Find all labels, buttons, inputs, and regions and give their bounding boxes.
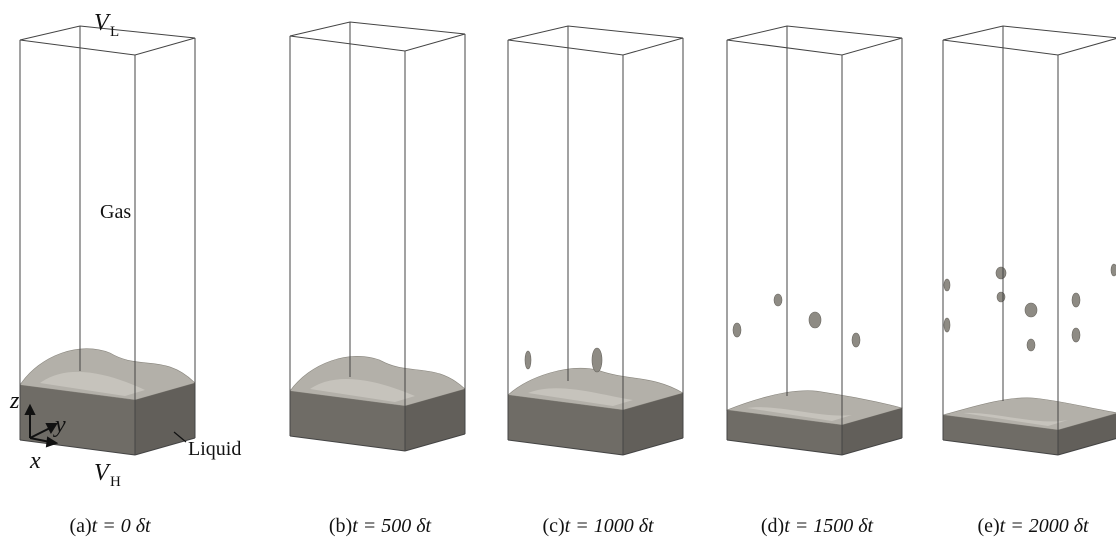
droplet xyxy=(592,348,602,372)
droplet xyxy=(1072,328,1080,342)
droplet xyxy=(944,318,950,332)
panel xyxy=(508,26,683,455)
droplet xyxy=(997,292,1005,302)
x-axis-label: x xyxy=(29,448,41,474)
panel xyxy=(20,26,195,455)
panel xyxy=(943,26,1116,455)
panel-equation: t = 1500 δt xyxy=(784,515,873,537)
panel-tag: (c) xyxy=(542,515,564,537)
bottom-boundary-symbol: V xyxy=(94,460,111,486)
panel-tag: (a) xyxy=(69,515,91,537)
panel-caption: (c)t = 1000 δt xyxy=(542,515,654,537)
panel-equation: t = 0 δt xyxy=(92,515,151,537)
box-top xyxy=(508,26,683,55)
captions: (a)t = 0 δt (b)t = 500 δt (c)t = 1000 δt (d… xyxy=(69,515,1089,537)
panel-caption: (a)t = 0 δt xyxy=(69,515,151,537)
top-boundary-subscript: L xyxy=(110,24,119,40)
gas-label: Gas xyxy=(100,201,131,223)
box-top xyxy=(727,26,902,55)
box-top xyxy=(943,26,1116,55)
panel-tag: (d) xyxy=(761,515,784,537)
box-top xyxy=(290,22,465,51)
panel-caption: (e)t = 2000 δt xyxy=(977,515,1089,537)
droplet xyxy=(1027,339,1035,351)
z-axis-label: z xyxy=(9,388,20,414)
droplet xyxy=(1111,264,1116,276)
droplet xyxy=(852,333,860,347)
droplet xyxy=(809,312,821,328)
droplet xyxy=(996,267,1006,279)
panel-tag: (b) xyxy=(329,515,352,537)
panel-equation: t = 2000 δt xyxy=(1000,515,1089,537)
droplet xyxy=(1025,303,1037,317)
panel-caption: (d)t = 1500 δt xyxy=(761,515,874,537)
panel-caption: (b)t = 500 δt xyxy=(329,515,432,537)
droplet xyxy=(525,351,531,369)
droplet xyxy=(733,323,741,337)
simulation-panels xyxy=(20,22,1116,455)
panel-equation: t = 1000 δt xyxy=(565,515,654,537)
top-boundary-symbol: V xyxy=(94,10,111,36)
panel xyxy=(727,26,902,455)
panel xyxy=(290,22,465,451)
panel-tag: (e) xyxy=(977,515,999,537)
y-axis-label: y xyxy=(53,412,66,438)
bottom-boundary-subscript: H xyxy=(110,474,121,490)
droplet xyxy=(774,294,782,306)
panel-equation: t = 500 δt xyxy=(352,515,431,537)
figure: V L Gas Liquid z y x V H (a)t = 0 δt(b)t… xyxy=(0,0,1116,547)
droplet xyxy=(944,279,950,291)
droplet xyxy=(1072,293,1080,307)
liquid-label: Liquid xyxy=(188,438,241,460)
